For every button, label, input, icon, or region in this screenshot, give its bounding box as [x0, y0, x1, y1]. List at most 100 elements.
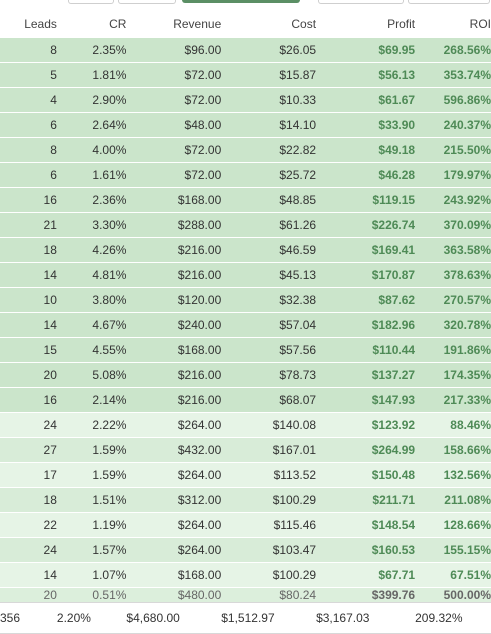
- table-row[interactable]: 20 5.08% $216.00 $78.73 $137.27 174.35%: [0, 362, 491, 388]
- cell-roi: 370.09%: [415, 212, 491, 238]
- tab-button[interactable]: [318, 0, 404, 4]
- cell-leads: 17: [0, 462, 57, 488]
- cell-revenue: $72.00: [126, 162, 222, 188]
- column-header-leads[interactable]: Leads: [0, 10, 57, 38]
- table-row[interactable]: 6 1.61% $72.00 $25.72 $46.28 179.97%: [0, 162, 491, 188]
- table-row[interactable]: 16 2.36% $168.00 $48.85 $119.15 243.92%: [0, 187, 491, 213]
- cell-revenue: $72.00: [126, 62, 222, 88]
- cell-revenue: $168.00: [126, 337, 222, 363]
- column-header-cr[interactable]: CR: [56, 10, 127, 38]
- cell-leads: 21: [0, 212, 57, 238]
- table-row[interactable]: 8 2.35% $96.00 $26.05 $69.95 268.56%: [0, 37, 491, 63]
- cell-profit: $170.87: [316, 262, 416, 288]
- cell-leads: 24: [0, 537, 57, 563]
- cell-profit: $264.99: [316, 437, 416, 463]
- cell-roi: 500.00%: [415, 587, 491, 603]
- tab-button[interactable]: [118, 0, 176, 4]
- cell-cost: $113.52: [221, 462, 317, 488]
- total-roi: 209.32%: [415, 602, 491, 634]
- table-row[interactable]: 24 2.22% $264.00 $140.08 $123.92 88.46%: [0, 412, 491, 438]
- cell-cost: $100.29: [221, 562, 317, 588]
- table-row[interactable]: 22 1.19% $264.00 $115.46 $148.54 128.66%: [0, 512, 491, 538]
- cell-roi: 211.08%: [415, 487, 491, 513]
- table-row[interactable]: 16 2.14% $216.00 $68.07 $147.93 217.33%: [0, 387, 491, 413]
- cell-cr: 2.35%: [56, 37, 127, 63]
- cell-cr: 1.59%: [56, 462, 127, 488]
- cell-leads: 20: [0, 587, 57, 603]
- cell-revenue: $264.00: [126, 537, 222, 563]
- total-profit: $3,167.03: [316, 602, 416, 634]
- table-row[interactable]: 18 1.51% $312.00 $100.29 $211.71 211.08%: [0, 487, 491, 513]
- total-revenue: $4,680.00: [126, 602, 222, 634]
- cell-profit: $160.53: [316, 537, 416, 563]
- cell-cost: $167.01: [221, 437, 317, 463]
- cell-cost: $61.26: [221, 212, 317, 238]
- table-row[interactable]: 17 1.59% $264.00 $113.52 $150.48 132.56%: [0, 462, 491, 488]
- cell-revenue: $264.00: [126, 462, 222, 488]
- table-row[interactable]: 18 4.26% $216.00 $46.59 $169.41 363.58%: [0, 237, 491, 263]
- cell-cr: 4.55%: [56, 337, 127, 363]
- table-row[interactable]: 8 4.00% $72.00 $22.82 $49.18 215.50%: [0, 137, 491, 163]
- column-header-revenue[interactable]: Revenue: [126, 10, 222, 38]
- table-header: Leads CR Revenue Cost Profit ROI: [0, 10, 491, 38]
- cell-leads: 10: [0, 287, 57, 313]
- table-row[interactable]: 10 3.80% $120.00 $32.38 $87.62 270.57%: [0, 287, 491, 313]
- cell-revenue: $168.00: [126, 187, 222, 213]
- table-row[interactable]: 14 4.67% $240.00 $57.04 $182.96 320.78%: [0, 312, 491, 338]
- cell-revenue: $168.00: [126, 562, 222, 588]
- cell-profit: $226.74: [316, 212, 416, 238]
- table-row[interactable]: 15 4.55% $168.00 $57.56 $110.44 191.86%: [0, 337, 491, 363]
- cell-roi: 320.78%: [415, 312, 491, 338]
- cell-cost: $15.87: [221, 62, 317, 88]
- cell-profit: $67.71: [316, 562, 416, 588]
- cell-cost: $14.10: [221, 112, 317, 138]
- cell-profit: $69.95: [316, 37, 416, 63]
- cell-cost: $25.72: [221, 162, 317, 188]
- table-row[interactable]: 5 1.81% $72.00 $15.87 $56.13 353.74%: [0, 62, 491, 88]
- cell-cr: 4.67%: [56, 312, 127, 338]
- table-row[interactable]: 27 1.59% $432.00 $167.01 $264.99 158.66%: [0, 437, 491, 463]
- table-row[interactable]: 21 3.30% $288.00 $61.26 $226.74 370.09%: [0, 212, 491, 238]
- column-header-cost[interactable]: Cost: [221, 10, 317, 38]
- cell-revenue: $72.00: [126, 137, 222, 163]
- table-row[interactable]: 14 1.07% $168.00 $100.29 $67.71 67.51%: [0, 562, 491, 588]
- cell-cr: 1.07%: [56, 562, 127, 588]
- cell-cost: $80.24: [221, 587, 317, 603]
- cell-leads: 16: [0, 387, 57, 413]
- cell-cost: $10.33: [221, 87, 317, 113]
- cell-profit: $150.48: [316, 462, 416, 488]
- cell-leads: 20: [0, 362, 57, 388]
- cell-revenue: $216.00: [126, 262, 222, 288]
- stats-table: Leads CR Revenue Cost Profit ROI 8 2.35% $…: [0, 10, 491, 634]
- cell-revenue: $216.00: [126, 237, 222, 263]
- cell-revenue: $240.00: [126, 312, 222, 338]
- cell-leads: 22: [0, 512, 57, 538]
- table-row[interactable]: 6 2.64% $48.00 $14.10 $33.90 240.37%: [0, 112, 491, 138]
- total-cr: 2.20%: [56, 602, 127, 634]
- cell-cost: $57.04: [221, 312, 317, 338]
- tab-button[interactable]: [408, 0, 490, 4]
- cell-cr: 4.26%: [56, 237, 127, 263]
- table-row[interactable]: 4 2.90% $72.00 $10.33 $61.67 596.86%: [0, 87, 491, 113]
- table-row[interactable]: 14 4.81% $216.00 $45.13 $170.87 378.63%: [0, 262, 491, 288]
- cell-roi: 67.51%: [415, 562, 491, 588]
- cell-revenue: $96.00: [126, 37, 222, 63]
- cell-roi: 128.66%: [415, 512, 491, 538]
- cell-profit: $56.13: [316, 62, 416, 88]
- cell-roi: 174.35%: [415, 362, 491, 388]
- cell-leads: 16: [0, 187, 57, 213]
- cell-revenue: $312.00: [126, 487, 222, 513]
- tab-button[interactable]: [68, 0, 114, 4]
- tab-button-active[interactable]: [182, 0, 300, 3]
- cell-revenue: $216.00: [126, 362, 222, 388]
- cell-cost: $103.47: [221, 537, 317, 563]
- cell-profit: $399.76: [316, 587, 416, 603]
- column-header-profit[interactable]: Profit: [316, 10, 416, 38]
- cell-profit: $33.90: [316, 112, 416, 138]
- total-leads: 356: [0, 602, 57, 634]
- cell-profit: $110.44: [316, 337, 416, 363]
- cell-leads: 14: [0, 562, 57, 588]
- column-header-roi[interactable]: ROI: [415, 10, 491, 38]
- cell-roi: 240.37%: [415, 112, 491, 138]
- table-row[interactable]: 24 1.57% $264.00 $103.47 $160.53 155.15%: [0, 537, 491, 563]
